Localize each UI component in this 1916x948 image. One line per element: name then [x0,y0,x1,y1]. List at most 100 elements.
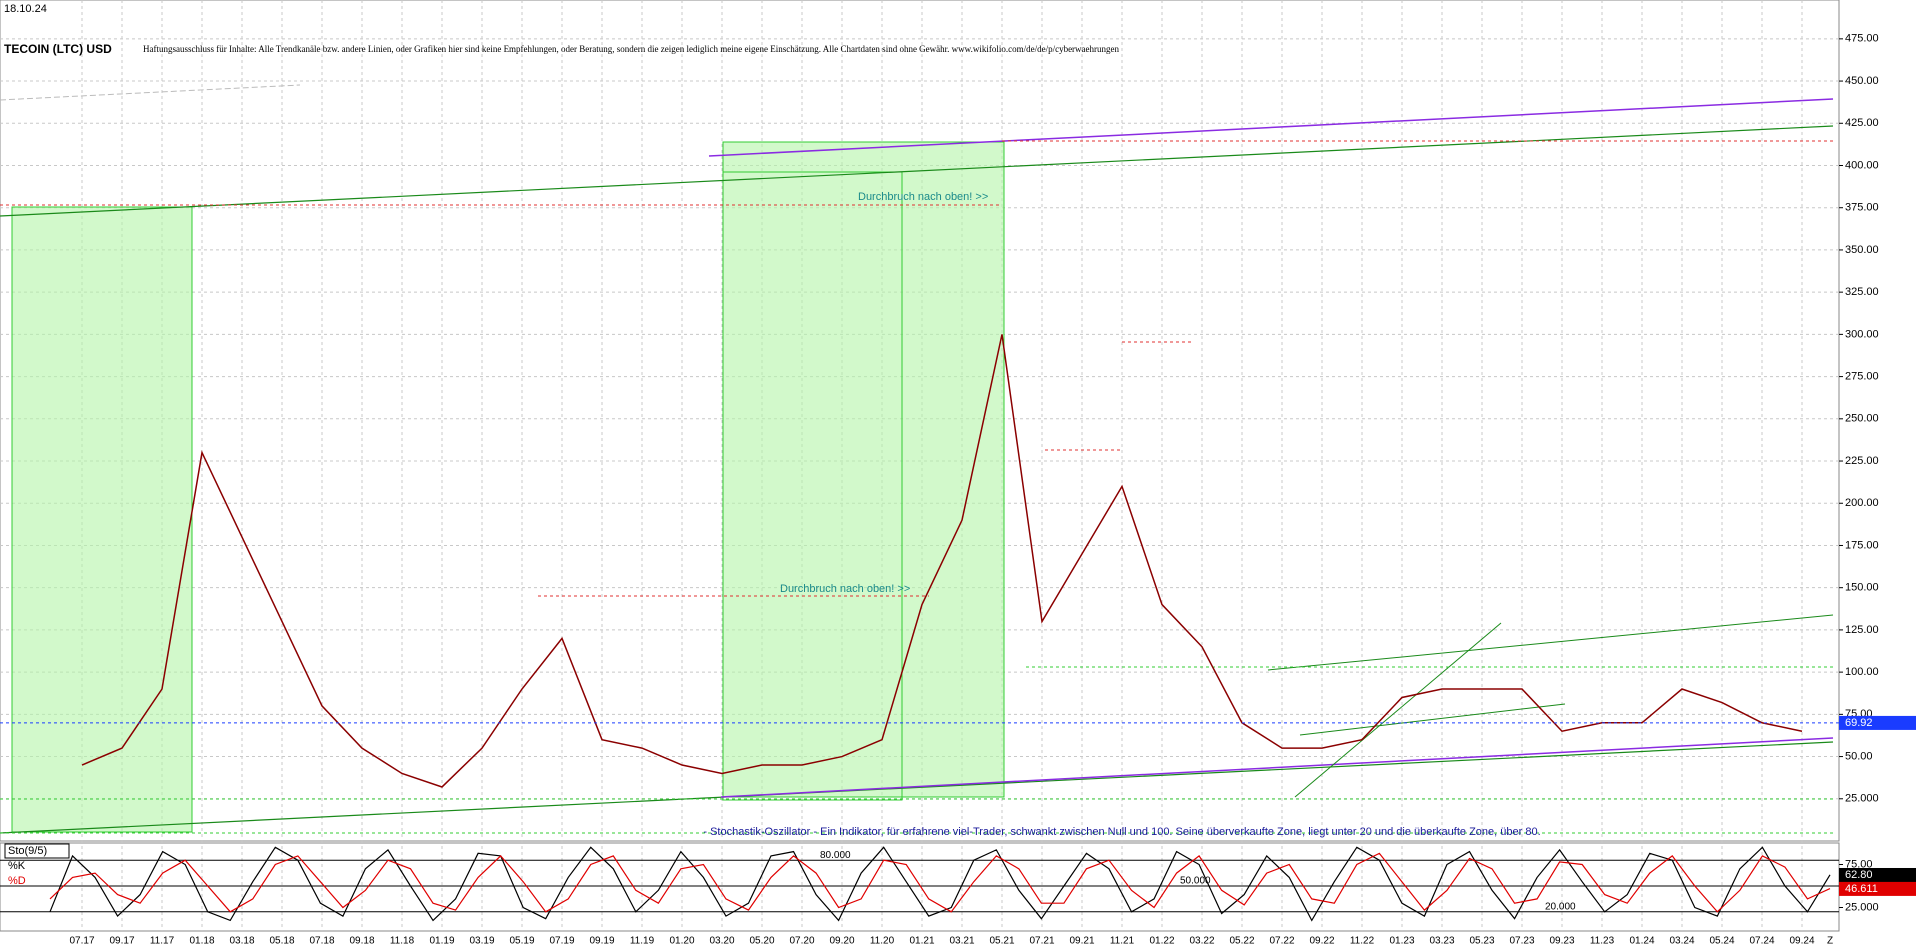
x-tick-label: 07.22 [1269,936,1294,947]
y-tick-label: 475.00 [1845,33,1879,45]
y-tick-label: 50.00 [1845,750,1873,762]
legend-d: %D [8,875,26,887]
y-tick-label: 175.00 [1845,539,1879,551]
x-end-label: Z [1827,936,1833,947]
x-tick-label: 09.24 [1789,936,1814,947]
trend-line [0,125,1834,217]
x-tick-label: 07.18 [309,936,334,947]
trend-line [708,98,1834,157]
y-tick-label: 250.00 [1845,413,1879,425]
current-box [1839,881,1916,896]
trend-line [1294,622,1502,798]
chart-title: TECOIN (LTC) USD [4,42,112,56]
y-tick-label: 275.00 [1845,370,1879,382]
x-tick-label: 11.22 [1350,936,1375,947]
y-tick-label: 100.00 [1845,666,1879,678]
legend-k: %K [8,860,26,872]
y-tick-label: 450.00 [1845,75,1879,87]
x-tick-label: 09.18 [349,936,374,947]
x-tick-label: 03.24 [1669,936,1694,947]
x-tick-label: 07.21 [1029,936,1054,947]
y-tick-label: 300.00 [1845,328,1879,340]
y-tick-label: 125.00 [1845,624,1879,636]
date: 18.10.24 [4,3,47,15]
x-tick-label: 11.17 [150,936,175,947]
x-tick-label: 01.18 [189,936,214,947]
x-tick-label: 11.21 [1110,936,1135,947]
price-line [81,334,1803,788]
x-tick-label: 01.21 [909,936,934,947]
x-tick-label: 05.21 [989,936,1014,947]
x-tick-label: 05.24 [1709,936,1734,947]
x-tick-label: 05.18 [269,936,294,947]
x-tick-label: 03.20 [709,936,734,947]
annotation: Durchbruch nach oben! >> [858,191,988,203]
x-tick-label: 09.19 [589,936,614,947]
x-tick-label: 01.19 [429,936,454,947]
annotation: - Stochastik-Oszillator - Ein Indikator,… [703,826,1540,838]
x-tick-label: 03.21 [949,936,974,947]
current-label: 62.80 [1845,869,1873,881]
x-tick-label: 09.21 [1069,936,1094,947]
level-label: 20.000 [1545,901,1576,912]
x-tick-label: 07.24 [1749,936,1774,947]
highlight-box [722,141,1005,798]
oscillator-line [49,846,1831,922]
current-box [1839,867,1916,882]
x-tick-label: 05.23 [1469,936,1494,947]
trend-line [0,84,301,101]
current-label: 46.611 [1845,883,1878,895]
y-tick-label: 375.00 [1845,202,1879,214]
trend-line [720,737,1834,798]
x-tick-label: 01.24 [1629,936,1654,947]
last-price-label: 69.92 [1845,717,1873,729]
x-tick-label: 11.20 [870,936,895,947]
x-tick-label: 03.22 [1189,936,1214,947]
x-tick-label: 09.20 [829,936,854,947]
y-tick-label: 225.00 [1845,455,1879,467]
indicator-box [4,843,70,859]
x-tick-label: 11.18 [390,936,415,947]
x-tick-label: 07.17 [69,936,94,947]
trend-line [0,741,1834,834]
indicator-title: Sto(9/5) [8,845,47,857]
x-tick-label: 05.22 [1229,936,1254,947]
x-tick-label: 03.18 [229,936,254,947]
x-tick-label: 05.20 [749,936,774,947]
y-tick-label: 400.00 [1845,159,1879,171]
x-tick-label: 09.23 [1549,936,1574,947]
oscillator-panel [0,842,1840,932]
disclaimer: Haftungsausschluss für Inhalte: Alle Tre… [143,44,1120,54]
annotation: Durchbruch nach oben! >> [780,583,910,595]
y-tick-label: 325.00 [1845,286,1879,298]
level-label: 50.000 [1180,876,1211,887]
y-tick-label: 25.000 [1845,901,1879,913]
y-tick-label: 425.00 [1845,117,1879,129]
x-tick-label: 09.17 [109,936,134,947]
y-tick-label: 75.00 [1845,858,1873,870]
x-tick-label: 01.20 [669,936,694,947]
last-price-box [1839,715,1916,730]
x-tick-label: 09.22 [1309,936,1334,947]
y-tick-label: 350.00 [1845,244,1879,256]
x-tick-label: 07.19 [549,936,574,947]
x-tick-label: 11.23 [1590,936,1615,947]
trend-line [1299,703,1566,736]
highlight-box [11,206,193,833]
x-tick-label: 05.19 [509,936,534,947]
x-tick-label: 07.23 [1509,936,1534,947]
x-tick-label: 01.23 [1389,936,1414,947]
level-label: 80.000 [820,850,851,861]
x-tick-label: 03.19 [469,936,494,947]
x-tick-label: 03.23 [1429,936,1454,947]
highlight-box [722,171,903,801]
oscillator-line [49,852,1831,913]
x-tick-label: 01.22 [1149,936,1174,947]
y-tick-label: 200.00 [1845,497,1879,509]
trend-line [1267,614,1834,671]
x-tick-label: 11.19 [630,936,655,947]
x-tick-label: 07.20 [789,936,814,947]
y-tick-label: 25.000 [1845,793,1879,805]
y-tick-label: 150.00 [1845,582,1879,594]
